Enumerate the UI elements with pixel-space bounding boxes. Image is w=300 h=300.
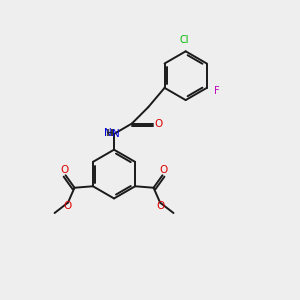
Text: O: O (60, 165, 68, 175)
Text: O: O (160, 165, 168, 175)
Text: N: N (104, 128, 112, 138)
Text: O: O (154, 118, 162, 128)
Text: Cl: Cl (179, 35, 189, 45)
Text: H: H (105, 129, 112, 138)
Text: N: N (112, 129, 119, 139)
Text: F: F (214, 86, 220, 96)
Text: O: O (156, 201, 164, 211)
Text: H: H (106, 130, 113, 139)
Text: O: O (64, 201, 72, 211)
